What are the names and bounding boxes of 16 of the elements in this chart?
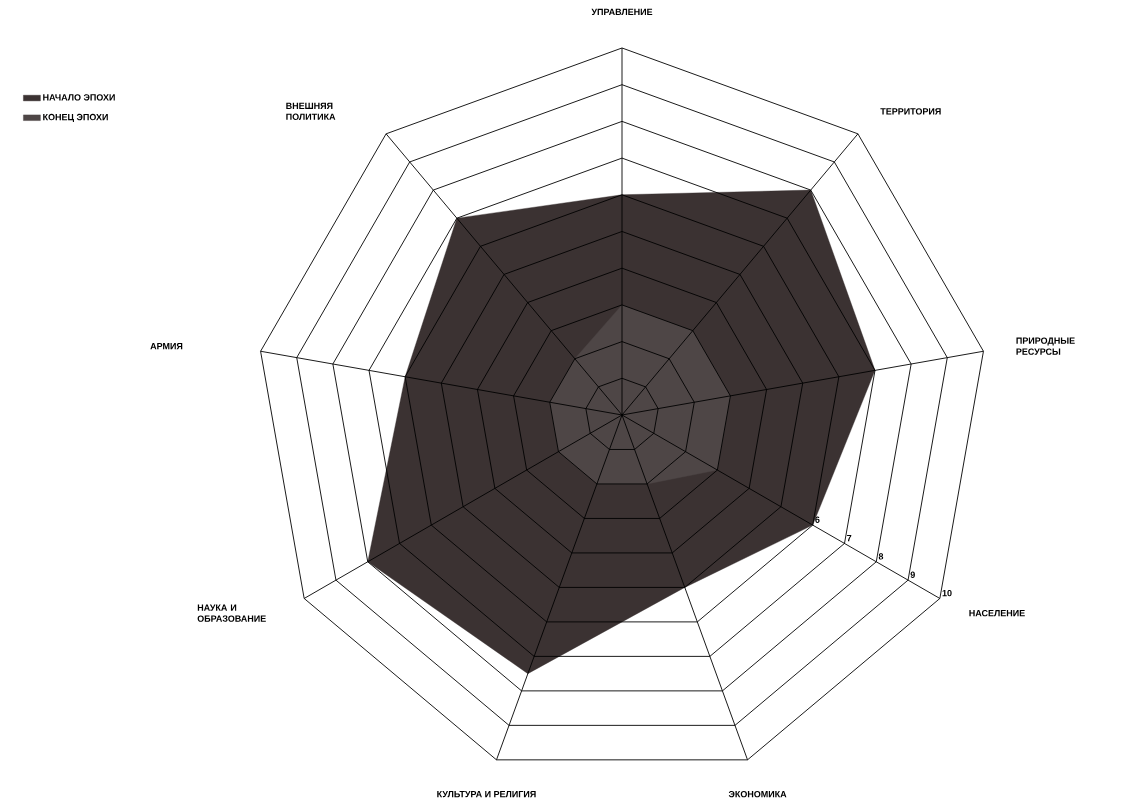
spoke-label: УПРАВЛЕНИЕ — [591, 8, 653, 16]
spoke-label: НАСЕЛЕНИЕ — [969, 609, 1025, 617]
spoke-label: КУЛЬТУРА И РЕЛИГИЯ — [437, 790, 536, 798]
y-tick-label: 10 — [942, 589, 952, 597]
y-tick-label: 6 — [815, 516, 820, 523]
y-tick-label: 8 — [878, 553, 884, 560]
spoke-label: ПРИРОДНЫЕ РЕСУРСЫ — [1016, 337, 1075, 355]
y-tick-label: 9 — [910, 571, 915, 578]
spoke-label: ЭКОНОМИКА — [728, 790, 787, 798]
spoke-label: НАУКА И ОБРАЗОВАНИЕ — [197, 604, 266, 622]
legend-label: КОНЕЦ ЭПОХИ — [43, 113, 108, 122]
spoke-label: АРМИЯ — [150, 343, 183, 350]
legend-label: НАЧАЛО ЭПОХИ — [43, 94, 115, 101]
y-tick-label: 7 — [847, 535, 852, 542]
spoke-label: ТЕРРИТОРИЯ — [880, 108, 941, 115]
spoke-label: ВНЕШНЯЯ ПОЛИТИКА — [286, 102, 336, 120]
